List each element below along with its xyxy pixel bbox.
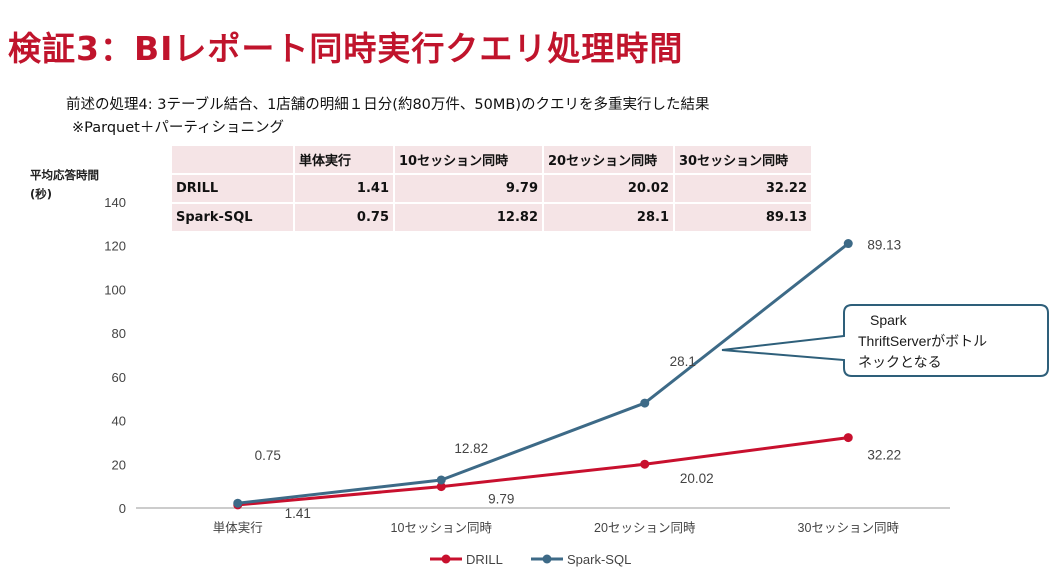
data-point-drill [233,500,243,510]
table-cell: 89.13 [675,204,811,231]
table-header-cell: 20セッション同時 [544,146,673,173]
table-cell: 9.79 [395,175,542,202]
y-tick-label: 100 [104,282,126,297]
data-point-drill [436,482,446,492]
y-tick-label: 120 [104,239,126,254]
data-point-spark-sql [640,398,650,408]
y-axis-title-line1: 平均応答時間 [30,168,99,182]
y-axis-title-line2: (秒) [30,187,53,201]
y-tick-label: 140 [104,195,126,210]
callout-text-line3: ネックとなる [858,354,942,370]
legend-label: Spark-SQL [567,552,631,567]
table-cell: 28.1 [544,204,673,231]
y-axis-title: 平均応答時間 (秒) [30,166,99,204]
table-cell: 0.75 [295,204,393,231]
x-tick-label: 単体実行 [213,520,263,535]
callout-bubble [721,304,1049,377]
y-tick-label: 0 [119,501,126,516]
y-tick-label: 60 [112,370,126,385]
table-header-cell: 単体実行 [295,146,393,173]
table-row: DRILL 1.41 9.79 20.02 32.22 [172,175,811,202]
data-label-drill: 20.02 [680,471,714,486]
subtitle-line-1: 前述の処理4: 3テーブル結合、1店舗の明細１日分(約80万件、50MB)のクエ… [66,97,710,113]
data-label-spark-sql: 89.13 [867,238,901,253]
data-label-drill: 1.41 [285,506,311,521]
data-point-drill [843,433,853,443]
table-cell: 20.02 [544,175,673,202]
data-label-spark-sql: 28.1 [670,354,696,369]
data-table: 単体実行 10セッション同時 20セッション同時 30セッション同時 DRILL… [170,144,813,233]
table-cell: 1.41 [295,175,393,202]
table-header-row: 単体実行 10セッション同時 20セッション同時 30セッション同時 [172,146,811,173]
table-row-label: Spark-SQL [172,204,293,231]
y-tick-label: 20 [112,457,126,472]
legend-swatch-marker [542,554,552,564]
table-cell: 12.82 [395,204,542,231]
legend-label: DRILL [466,552,503,567]
table-header-cell: 30セッション同時 [675,146,811,173]
data-point-spark-sql [233,498,243,508]
page-title: 検証3：BIレポート同時実行クエリ処理時間 [8,29,684,68]
table-row-label: DRILL [172,175,293,202]
callout: Spark ThriftServerがボトル ネックとなる [721,304,1049,377]
x-tick-label: 20セッション同時 [594,521,696,535]
series-line-drill [237,436,849,507]
subtitle-line-2: ※Parquet＋パーティショニング [72,120,284,136]
x-tick-label: 10セッション同時 [391,521,493,535]
y-tick-label: 80 [112,326,126,341]
data-label-drill: 9.79 [488,492,514,507]
series-line-spark-sql [237,242,850,505]
x-tick-label: 30セッション同時 [798,521,900,535]
legend-swatch-marker [441,554,451,564]
callout-text-line1: Spark [870,312,908,328]
data-point-spark-sql [843,239,853,249]
data-label-drill: 32.22 [867,448,901,463]
data-label-spark-sql: 12.82 [454,441,488,456]
data-point-spark-sql [436,475,446,485]
data-label-spark-sql: 0.75 [255,448,281,463]
table-row: Spark-SQL 0.75 12.82 28.1 89.13 [172,204,811,231]
callout-text-line2: ThriftServerがボトル [858,333,987,349]
table-cell: 32.22 [675,175,811,202]
table-header-cell: 10セッション同時 [395,146,542,173]
data-point-drill [640,459,650,469]
y-tick-label: 40 [112,414,126,429]
table-corner-cell [172,146,293,173]
